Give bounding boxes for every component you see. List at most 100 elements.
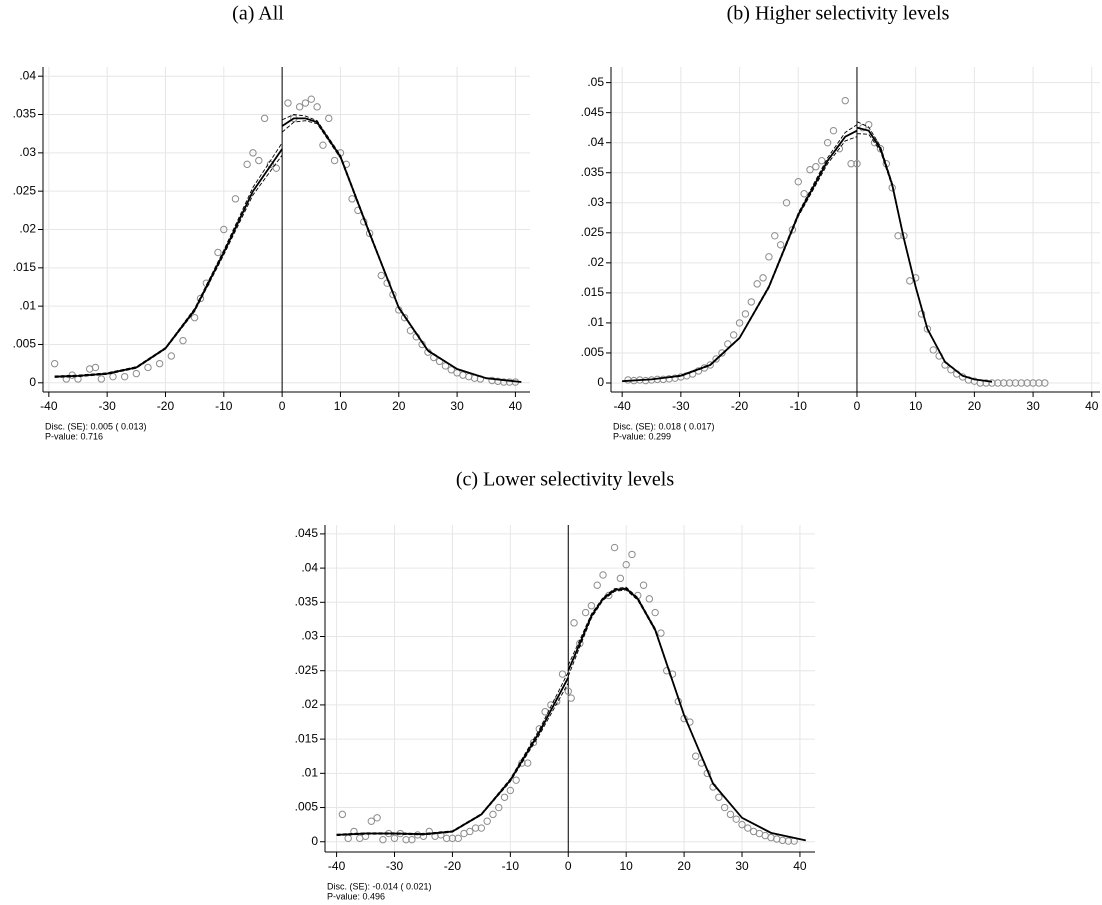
data-point <box>1005 379 1014 387</box>
data-point <box>639 581 648 589</box>
data-point <box>599 571 607 579</box>
data-point <box>448 834 457 843</box>
data-point <box>929 346 937 354</box>
x-tick-label: 30 <box>735 859 749 873</box>
data-point <box>765 253 773 261</box>
y-tick-label: .03 <box>301 629 318 643</box>
x-tick-label: -10 <box>215 399 233 413</box>
y-tick-label: .01 <box>301 766 318 780</box>
x-tick-label: -30 <box>98 399 116 413</box>
panel-title: (c) Lower selectivity levels <box>456 469 674 491</box>
data-point <box>1017 379 1026 387</box>
data-point <box>732 815 740 823</box>
ci-upper <box>281 114 522 383</box>
data-point <box>109 372 117 381</box>
x-tick-label: 40 <box>793 859 807 873</box>
data-point <box>759 274 767 282</box>
data-point <box>495 803 503 812</box>
data-point <box>500 378 508 386</box>
data-point <box>645 595 654 603</box>
data-point <box>651 608 659 617</box>
x-tick-label: -30 <box>386 859 404 873</box>
data-point <box>255 156 263 165</box>
data-point <box>377 271 385 280</box>
x-tick-label: -20 <box>157 399 175 413</box>
data-point <box>738 820 746 829</box>
data-point <box>325 114 333 123</box>
data-point <box>348 195 356 203</box>
data-point <box>319 141 327 149</box>
x-tick-label: 30 <box>1026 399 1040 413</box>
y-tick-label: .015 <box>295 731 319 745</box>
data-point <box>524 759 532 767</box>
ci-lower <box>567 589 806 841</box>
data-point <box>911 274 920 282</box>
data-point <box>365 229 374 238</box>
data-point <box>581 608 590 617</box>
data-point <box>454 834 462 843</box>
data-point <box>338 810 347 819</box>
y-tick-label: .035 <box>581 165 605 179</box>
y-tick-label: .035 <box>13 107 37 121</box>
data-point <box>390 834 399 843</box>
y-tick-label: .005 <box>581 345 605 359</box>
panel-title: (b) Higher selectivity levels <box>727 3 950 25</box>
x-tick-label: -20 <box>444 859 462 873</box>
data-point <box>735 319 744 327</box>
data-point <box>800 190 808 198</box>
data-point <box>794 178 802 186</box>
data-point <box>567 694 575 702</box>
data-point <box>541 708 549 716</box>
x-tick-label: -40 <box>613 399 631 413</box>
data-point <box>818 157 826 165</box>
data-point <box>144 363 152 372</box>
data-point <box>179 336 187 345</box>
data-point <box>587 602 596 610</box>
data-point <box>1000 379 1008 387</box>
data-point <box>988 379 996 387</box>
y-tick-label: .025 <box>295 663 319 677</box>
data-point <box>50 359 59 368</box>
x-tick-label: -20 <box>731 399 749 413</box>
y-tick-label: .01 <box>19 298 36 312</box>
data-point <box>812 163 820 171</box>
x-tick-label: 20 <box>968 399 982 413</box>
data-point <box>982 379 990 387</box>
data-point <box>295 103 304 111</box>
data-point <box>190 313 199 322</box>
y-tick-label: .025 <box>581 225 605 239</box>
data-point <box>894 232 902 240</box>
data-point <box>771 232 779 240</box>
data-point <box>1029 379 1037 387</box>
y-tick-label: .015 <box>581 285 605 299</box>
y-tick-label: 0 <box>597 375 604 389</box>
x-tick-label: -40 <box>40 399 58 413</box>
data-point <box>657 629 665 637</box>
data-point <box>715 793 723 801</box>
x-tick-label: 0 <box>279 399 286 413</box>
data-point <box>744 824 752 832</box>
data-point <box>564 687 572 695</box>
data-point <box>558 670 567 678</box>
data-point <box>729 331 738 339</box>
y-tick-label: .045 <box>295 526 319 540</box>
x-tick-label: -10 <box>502 859 520 873</box>
y-tick-label: .04 <box>587 135 604 149</box>
data-point <box>301 99 310 107</box>
data-point <box>284 99 292 107</box>
fit-line <box>622 129 858 383</box>
data-point <box>313 103 321 111</box>
y-tick-label: .035 <box>295 594 319 608</box>
data-point <box>441 362 450 370</box>
data-point <box>419 832 428 840</box>
y-tick-label: .03 <box>19 145 36 159</box>
data-point <box>220 225 228 234</box>
data-point <box>488 376 496 385</box>
ci-lower <box>856 133 993 383</box>
data-point <box>724 340 732 348</box>
data-point <box>120 372 129 381</box>
data-point <box>506 786 515 795</box>
x-tick-label: 0 <box>565 859 572 873</box>
data-point <box>260 114 269 123</box>
